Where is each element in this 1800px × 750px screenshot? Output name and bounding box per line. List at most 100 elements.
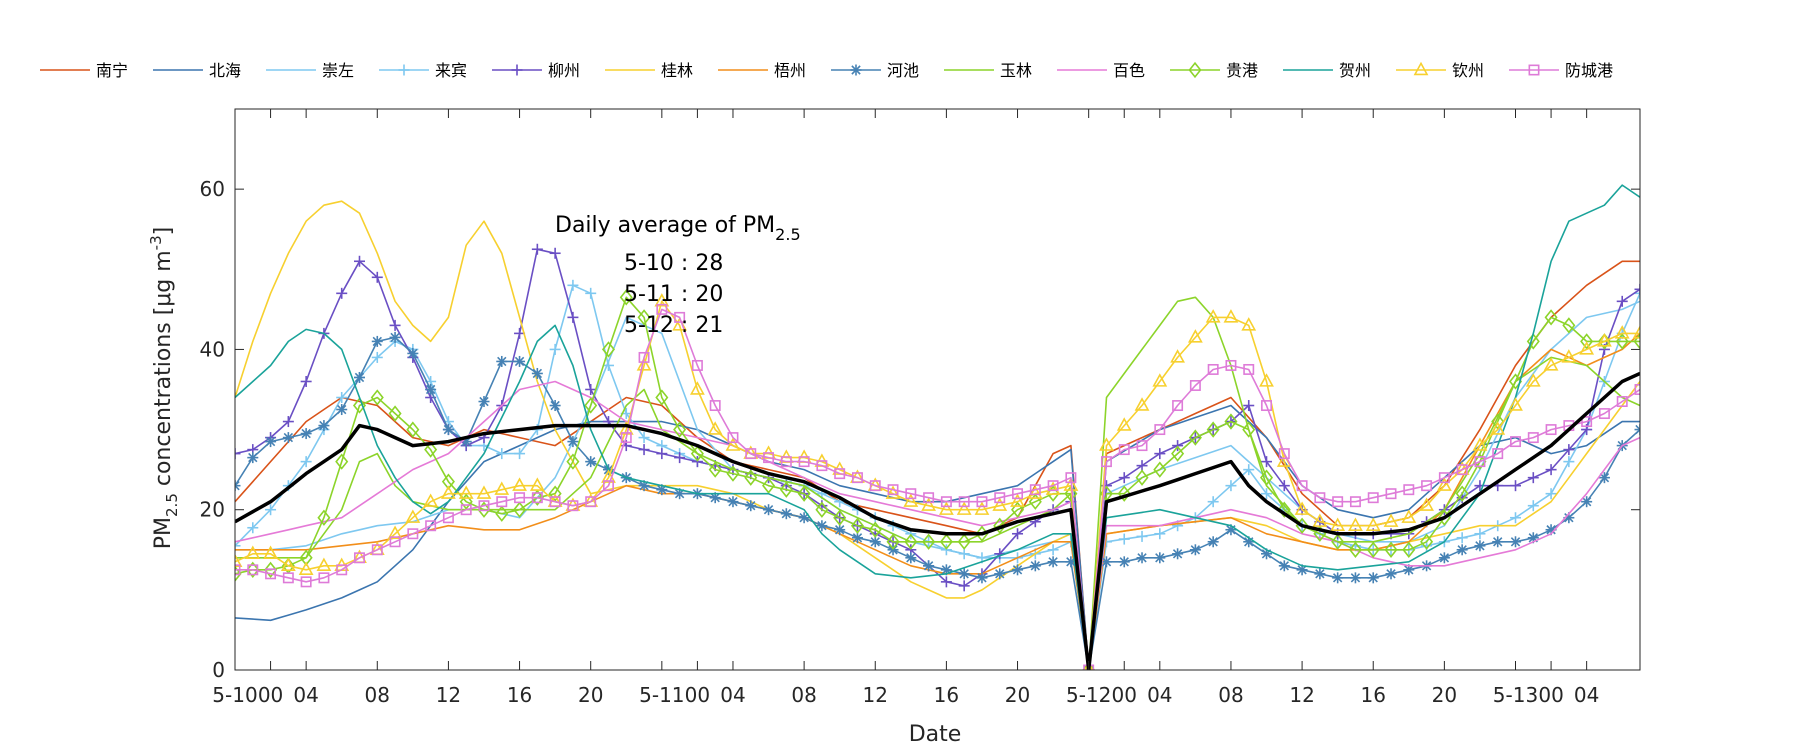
data-point: [235, 480, 241, 492]
data-point: [496, 448, 508, 460]
data-point: [371, 351, 383, 363]
data-point: [513, 501, 527, 518]
data-point: [850, 517, 864, 534]
data-point: [992, 497, 1008, 511]
data-point: [762, 477, 776, 494]
data-point: [1421, 480, 1433, 492]
data-point: [1100, 456, 1112, 468]
data-point: [869, 536, 881, 548]
x-tick-label: 12: [1289, 683, 1314, 707]
data-point: [868, 521, 882, 538]
data-point: [235, 540, 241, 552]
data-point: [1579, 341, 1595, 355]
data-point: [476, 485, 492, 499]
legend-item: 钦州: [1396, 61, 1484, 80]
data-point: [1010, 493, 1025, 507]
data-point: [336, 404, 348, 416]
legend-label: 南宁: [96, 61, 128, 80]
x-tick-label: 00: [258, 683, 283, 707]
legend-label: 河池: [887, 61, 919, 80]
annotation-line-2: 5-11 : 20: [624, 282, 723, 307]
data-point: [1545, 488, 1557, 500]
data-point: [1135, 469, 1149, 486]
legend-item: 南宁: [40, 61, 128, 80]
annotation-title: Daily average of PM2.5: [555, 213, 801, 244]
data-point: [1116, 417, 1132, 431]
data-point: [887, 484, 899, 496]
data-point: [976, 572, 988, 584]
data-point: [549, 496, 561, 508]
data-point: [1047, 480, 1059, 492]
data-point: [388, 405, 402, 422]
data-point: [531, 367, 543, 379]
data-point: [958, 580, 970, 592]
legend-label: 贺州: [1339, 61, 1371, 80]
data-point: [1117, 485, 1131, 502]
data-point: [405, 509, 421, 523]
data-point: [1225, 480, 1237, 492]
series-防城港: [235, 303, 1640, 670]
data-point: [1314, 492, 1326, 504]
data-point: [1456, 532, 1468, 544]
data-point: [726, 465, 740, 482]
legend-item: 玉林: [944, 61, 1032, 80]
data-point: [1063, 477, 1079, 491]
data-point: [263, 545, 278, 559]
data-point: [1277, 501, 1291, 518]
data-point: [389, 536, 401, 548]
data-point: [1294, 501, 1310, 515]
data-point: [1206, 421, 1220, 438]
x-tick-label: 16: [934, 683, 959, 707]
data-point: [1207, 363, 1219, 375]
data-point: [673, 421, 687, 438]
legend-item: 崇左: [266, 61, 354, 80]
data-point: [529, 477, 545, 491]
data-point: [280, 557, 296, 572]
data-point: [567, 279, 579, 291]
data-point: [424, 441, 438, 458]
legend-label: 北海: [209, 61, 241, 80]
legend-item: 来宾: [379, 61, 467, 80]
data-point: [1508, 397, 1523, 411]
data-point: [851, 532, 863, 544]
data-point: [1153, 461, 1167, 478]
data-point: [869, 480, 881, 492]
data-point: [779, 481, 793, 498]
legend-label: 防城港: [1565, 61, 1613, 80]
data-point: [763, 452, 775, 464]
data-point: [316, 557, 332, 572]
x-tick-label: 04: [720, 683, 745, 707]
x-tick-label: 12: [436, 683, 461, 707]
data-point: [1544, 309, 1558, 326]
data-point: [1170, 349, 1185, 363]
data-point: [1259, 469, 1274, 486]
series-line: [235, 371, 1640, 670]
data-point: [1403, 564, 1415, 576]
data-point: [708, 461, 722, 478]
data-point: [371, 544, 383, 556]
data-point: [1456, 544, 1468, 556]
data-point: [566, 453, 580, 470]
data-point: [1118, 556, 1130, 568]
x-tick-label: 00: [1538, 683, 1563, 707]
x-tick-label: 08: [1218, 683, 1243, 707]
data-point: [442, 424, 454, 436]
data-point: [1563, 456, 1575, 468]
x-tick-label: 00: [685, 683, 710, 707]
data-point: [1510, 512, 1522, 524]
legend-marker: [511, 64, 523, 76]
data-point: [1474, 456, 1486, 468]
data-point: [496, 355, 508, 367]
legend-marker: [398, 64, 410, 76]
data-point: [745, 448, 757, 460]
series-百色: [235, 380, 1640, 670]
data-point: [816, 520, 828, 532]
data-point: [1154, 528, 1166, 540]
series-河池: [235, 331, 1640, 670]
series-钦州: [235, 293, 1640, 670]
data-point: [336, 287, 348, 299]
data-point: [235, 553, 243, 568]
legend-item: 柳州: [492, 61, 580, 80]
data-point: [425, 384, 437, 395]
